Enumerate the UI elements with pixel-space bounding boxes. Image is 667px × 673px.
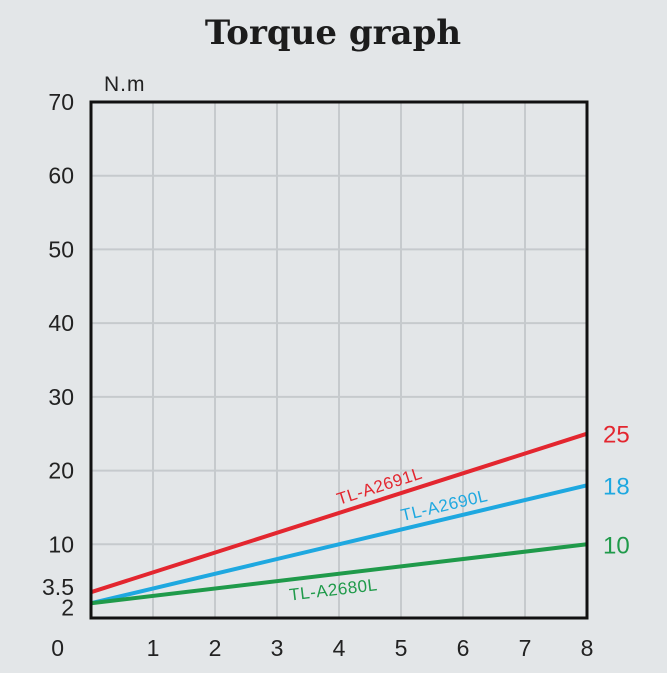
y-tick-label: 50	[48, 236, 74, 262]
y-tick-label: 40	[48, 310, 74, 336]
plot-frame	[89, 100, 589, 620]
y-tick-label: 60	[48, 163, 74, 189]
x-tick-label: 4	[333, 635, 346, 661]
y-tick-label: 0	[51, 635, 64, 661]
y-tick-label: 30	[48, 384, 74, 410]
end-value-label: 18	[603, 473, 630, 500]
series-line-tl-a2691l	[90, 431, 588, 595]
grid-lines	[91, 102, 587, 618]
y-tick-label: 2	[61, 594, 74, 620]
y-axis-unit: N.m	[104, 73, 146, 96]
series-lines	[90, 431, 588, 606]
x-tick-label: 7	[519, 635, 532, 661]
y-tick-label: 3.5	[42, 574, 74, 600]
x-tick-label: 3	[271, 635, 284, 661]
y-tick-label: 20	[48, 458, 74, 484]
x-tick-label: 8	[581, 635, 594, 661]
end-value-labels: 25 18 10	[603, 422, 630, 560]
x-tick-label: 1	[147, 635, 160, 661]
series-line-tl-a2680l	[90, 542, 588, 606]
x-tick-label: 5	[395, 635, 408, 661]
y-tick-label: 70	[48, 89, 74, 115]
x-tick-labels: 1 2 3 4 5 6 7 8	[147, 635, 594, 661]
end-value-label: 10	[603, 532, 630, 559]
end-value-label: 25	[603, 422, 630, 449]
x-tick-label: 2	[209, 635, 222, 661]
chart-title: Torque graph	[205, 13, 461, 53]
y-tick-label: 10	[48, 531, 74, 557]
series-line-tl-a2690l	[90, 483, 588, 606]
x-tick-label: 6	[457, 635, 470, 661]
